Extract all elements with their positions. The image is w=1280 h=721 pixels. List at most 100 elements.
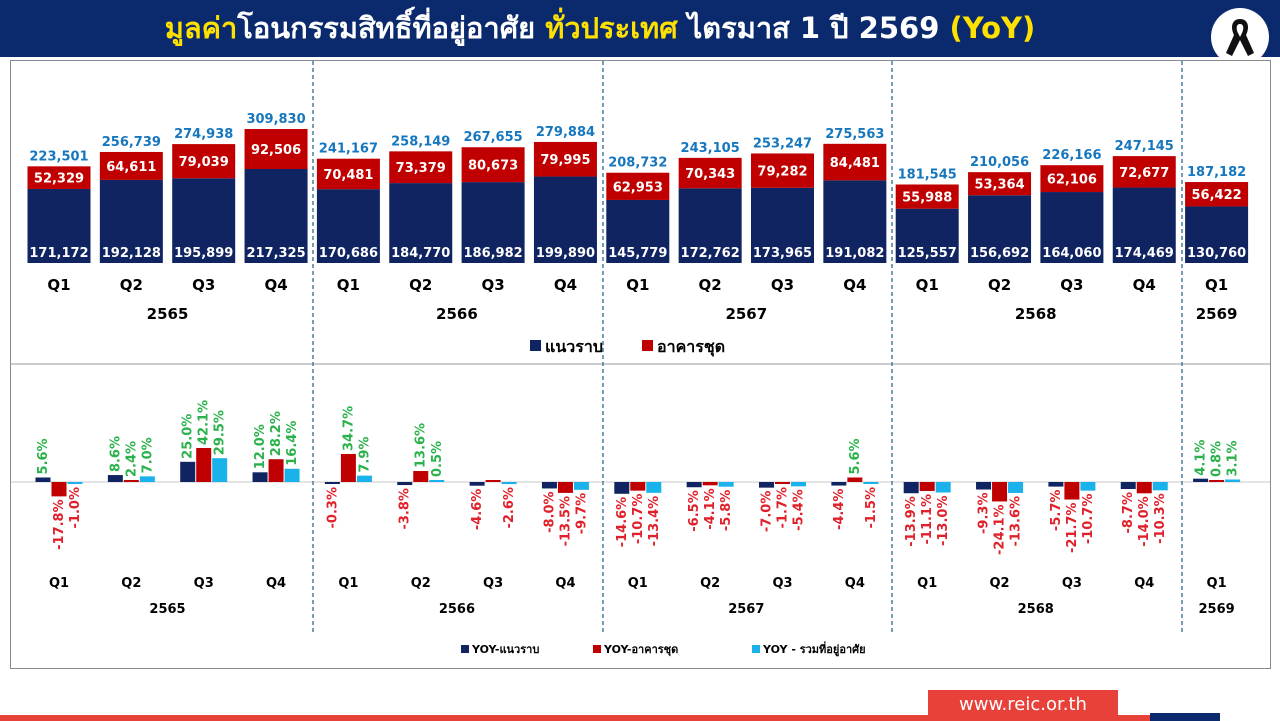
top-year-label-2: 2567 [725,305,767,323]
yoy-bar-s0-14 [1048,482,1064,487]
bar-low-rise-4 [316,189,380,263]
bottom-year-label-4: 2569 [1199,602,1235,617]
yoy-label-s1-0: -17.8% [52,499,67,550]
yoy-bar-s2-13 [1008,482,1024,493]
bar-low-rise-11 [823,180,887,263]
yoy-label-s2-3: 16.4% [285,421,300,466]
footer-accent-bar [0,715,1150,721]
yoy-label-s0-15: -8.7% [1121,492,1136,533]
yoy-label-s1-2: 42.1% [197,400,212,445]
bar-low-rise-16 [1185,206,1249,263]
bar-condo-0 [27,166,91,189]
yoy-bar-s2-15 [1152,482,1168,491]
yoy-bar-s0-11 [831,482,847,486]
yoy-bar-s2-11 [863,482,879,484]
bottom-quarter-label-10: Q3 [772,576,792,591]
yoy-label-s2-5: 0.5% [430,441,445,477]
bar-condo-5 [389,151,453,184]
title-part-nationwide: ทั่วประเทศ [545,11,678,45]
year-dividers [312,61,1183,633]
yoy-label-s0-4: -0.3% [325,487,340,528]
label-condo-6: 80,673 [468,159,518,174]
yoy-label-s2-2: 29.5% [213,410,228,455]
top-quarter-label-5: Q2 [409,276,432,294]
label-low-rise-3: 217,325 [246,246,305,261]
yoy-bar-s0-13 [976,482,992,490]
yoy-bar-s2-1 [139,476,155,482]
top-quarter-label-1: Q2 [120,276,143,294]
yoy-label-s0-0: 5.6% [36,438,51,474]
yoy-label-s0-11: -4.4% [832,489,847,530]
yoy-label-s0-14: -5.7% [1049,490,1064,531]
bar-low-rise-15 [1112,187,1176,263]
bottom-year-label-1: 2566 [439,602,475,617]
yoy-bar-s2-8 [646,482,662,493]
bar-low-rise-13 [968,195,1032,263]
bottom-quarter-label-3: Q4 [266,576,286,591]
top-year-label-0: 2565 [147,305,189,323]
yoy-label-s0-3: 12.0% [253,424,268,469]
yoy-bar-s1-16 [1209,480,1225,482]
top-quarter-label-0: Q1 [47,276,70,294]
label-low-rise-7: 199,890 [536,246,595,261]
yoy-legend-swatch-2 [752,645,760,653]
bottom-year-label-3: 2568 [1018,602,1054,617]
label-low-rise-9: 172,762 [681,246,740,261]
top-quarter-label-6: Q3 [481,276,504,294]
bar-low-rise-6 [461,182,525,263]
bottom-quarter-label-14: Q3 [1062,576,1082,591]
yoy-label-s0-9: -6.5% [687,490,702,531]
yoy-legend-label-0: YOY-แนวราบ [471,643,539,656]
bar-condo-14 [1040,165,1104,193]
legend-condo-label: อาคารชุด [657,337,725,357]
label-low-rise-5: 184,770 [391,246,450,261]
label-condo-1: 64,611 [106,160,156,175]
bar-low-rise-7 [533,176,597,263]
yoy-label-s1-15: -14.0% [1137,496,1152,546]
bar-condo-2 [172,144,236,179]
yoy-label-s2-6: -2.6% [502,487,517,528]
top-quarter-label-2: Q3 [192,276,215,294]
label-low-rise-11: 191,082 [825,246,884,261]
label-total-7: 279,884 [536,125,595,140]
yoy-label-s1-12: -11.1% [920,494,935,545]
label-total-9: 243,105 [681,141,740,156]
yoy-bar-s1-13 [992,482,1008,502]
yoy-label-s0-1: 8.6% [108,436,123,472]
bottom-quarter-label-12: Q1 [917,576,937,591]
label-total-4: 241,167 [319,142,378,157]
label-low-rise-0: 171,172 [29,246,88,261]
bottom-quarter-label-8: Q1 [628,576,648,591]
yoy-label-s0-8: -14.6% [615,497,630,548]
yoy-bar-s0-5 [397,482,413,486]
label-condo-2: 79,039 [179,155,229,170]
label-total-16: 187,182 [1187,165,1246,180]
top-year-label-1: 2566 [436,305,478,323]
yoy-label-s1-4: 34.7% [341,406,356,451]
bar-low-rise-14 [1040,192,1104,263]
yoy-bar-s1-8 [630,482,646,491]
bottom-year-label-0: 2565 [149,602,185,617]
label-total-0: 223,501 [29,149,88,164]
yoy-bar-s0-10 [759,482,774,488]
bar-low-rise-3 [244,169,308,263]
yoy-bar-s1-7 [557,482,573,493]
yoy-bar-s2-12 [935,482,951,493]
bar-low-rise-0 [27,188,91,263]
yoy-bar-s2-14 [1080,482,1096,491]
label-low-rise-16: 130,760 [1187,246,1246,261]
yoy-legend-label-1: YOY-อาคารชุด [603,643,678,657]
yoy-bar-s1-4 [340,453,356,482]
yoy-label-s0-7: -8.0% [542,491,557,532]
top-quarter-label-4: Q1 [337,276,360,294]
yoy-label-s2-7: -9.7% [574,493,589,534]
label-condo-0: 52,329 [34,172,84,187]
top-quarter-label-10: Q3 [771,276,794,294]
title-part-yoy: (YoY) [949,11,1036,45]
bar-low-rise-8 [606,199,670,263]
label-low-rise-2: 195,899 [174,246,233,261]
bar-low-rise-2 [172,178,236,263]
bar-condo-11 [823,143,887,181]
label-low-rise-4: 170,686 [319,246,378,261]
yoy-label-s0-16: 4.1% [1194,440,1209,476]
